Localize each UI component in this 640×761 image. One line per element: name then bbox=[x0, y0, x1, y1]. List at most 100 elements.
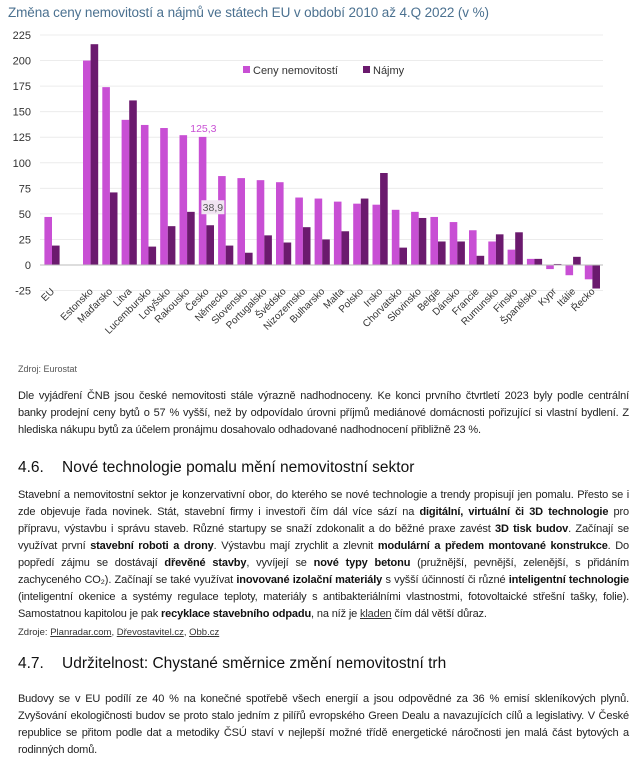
section-number: 4.7. bbox=[18, 655, 44, 672]
bar-prices bbox=[44, 216, 52, 265]
text-segment: . Výstavbu mají zrychlit a zlevnit bbox=[213, 540, 378, 552]
bold-text: nové typy betonu bbox=[313, 557, 411, 569]
bar-rents bbox=[592, 265, 600, 289]
section-heading-4-6: 4.6. Nové technologie pomalu mění nemovit… bbox=[18, 459, 414, 477]
text-segment: , na níž je bbox=[311, 608, 360, 620]
sources: Zdroje: Planradar.com, Dřevostavitel.cz,… bbox=[18, 627, 220, 638]
text-segment: čím dál větší důraz. bbox=[391, 608, 487, 620]
y-tick-label: 125 bbox=[13, 132, 31, 144]
paragraph-technologies: Stavební a nemovitostní sektor je konzer… bbox=[18, 487, 629, 623]
y-tick-label: 50 bbox=[19, 209, 31, 221]
bold-text: 3D tisk budov bbox=[495, 523, 569, 535]
bar-prices bbox=[160, 128, 168, 265]
y-tick-label: 75 bbox=[19, 183, 31, 195]
bar-rents bbox=[573, 256, 581, 265]
y-tick-label: 200 bbox=[13, 56, 31, 68]
bold-text: modulární a předem montované konstrukce bbox=[377, 540, 608, 552]
legend-label: Nájmy bbox=[373, 65, 405, 77]
bar-rents bbox=[457, 241, 465, 265]
text-segment: Stavební a nemovitostní sektor je konzer… bbox=[18, 489, 629, 518]
bar-rents bbox=[553, 263, 562, 265]
bar-prices bbox=[179, 135, 188, 265]
source-link-planradar[interactable]: Planradar.com bbox=[50, 627, 112, 638]
bar-prices bbox=[276, 182, 284, 265]
y-tick-label: 150 bbox=[13, 107, 31, 119]
text-segment: pro přípravu, výstavbu i správu staveb. … bbox=[18, 506, 629, 535]
x-tick-label: Kypr bbox=[537, 286, 560, 309]
section-number: 4.6. bbox=[18, 459, 44, 476]
sources-label: Zdroje: bbox=[18, 627, 51, 638]
bar-prices bbox=[526, 258, 535, 265]
legend-label: Ceny nemovitostí bbox=[253, 65, 338, 77]
bar-prices bbox=[372, 204, 381, 265]
bar-rents bbox=[515, 232, 523, 265]
y-tick-label: 0 bbox=[25, 260, 31, 272]
bar-prices bbox=[353, 203, 361, 265]
bar-prices bbox=[507, 249, 516, 265]
legend-swatch bbox=[363, 66, 370, 73]
bar-rents bbox=[52, 245, 60, 265]
bar-rents bbox=[360, 198, 369, 265]
chart-title: Změna ceny nemovitostí a nájmů ve státec… bbox=[8, 5, 489, 20]
bar-prices bbox=[469, 230, 477, 265]
bar-rents bbox=[302, 227, 311, 265]
data-label-background bbox=[201, 200, 225, 215]
text-segment: s vyšší účinností či různé bbox=[382, 574, 509, 586]
bar-prices bbox=[411, 211, 419, 265]
bar-prices bbox=[565, 265, 574, 276]
text-segment: , vyvíjejí se bbox=[246, 557, 314, 569]
paragraph-sustainability: Budovy se v EU podílí ze 40 % na konečné… bbox=[18, 691, 629, 759]
chart-source: Zdroj: Eurostat bbox=[18, 364, 78, 374]
bold-text: inovované izolační materiály bbox=[236, 574, 383, 586]
bar-prices bbox=[121, 119, 130, 265]
section-title: Udržitelnost: Chystané směrnice změní ne… bbox=[62, 655, 447, 672]
bar-prices bbox=[488, 241, 496, 265]
bar-prices bbox=[391, 209, 400, 265]
bar-rents bbox=[129, 100, 137, 265]
bold-text: recyklace stavebního odpadu bbox=[161, 608, 312, 620]
bold-text: inteligentní technologie bbox=[508, 574, 629, 586]
bar-rents bbox=[90, 44, 99, 266]
bar-prices bbox=[256, 180, 265, 265]
source-link-drevostavitel[interactable]: Dřevostavitel.cz bbox=[116, 627, 184, 638]
bold-text: stavební roboti a drony bbox=[90, 540, 214, 552]
bar-prices bbox=[140, 124, 149, 265]
bar-prices bbox=[546, 265, 554, 270]
y-tick-label: 175 bbox=[13, 81, 31, 93]
source-link-obb[interactable]: Obb.cz bbox=[189, 627, 220, 638]
bar-rents bbox=[418, 217, 427, 265]
bar-prices bbox=[218, 176, 226, 265]
bar-prices bbox=[83, 60, 91, 265]
bar-prices bbox=[237, 178, 245, 265]
bar-prices bbox=[584, 265, 593, 280]
data-label: 125,3 bbox=[190, 123, 216, 135]
bar-rents bbox=[225, 245, 234, 265]
bar-rents bbox=[380, 173, 388, 265]
paragraph-cnb: Dle vyjádření ČNB jsou české nemovitosti… bbox=[18, 388, 629, 439]
bar-rents bbox=[495, 234, 504, 265]
inline-link[interactable]: kladen bbox=[360, 608, 392, 620]
bar-rents bbox=[167, 226, 176, 265]
bar-rents bbox=[148, 246, 157, 265]
bar-rents bbox=[438, 241, 446, 265]
text-segment: (inteligentní okenice a systémy regulace… bbox=[18, 591, 629, 620]
bar-prices bbox=[449, 222, 458, 265]
bar-prices bbox=[333, 201, 342, 265]
bar-rents bbox=[109, 192, 118, 265]
bar-prices bbox=[430, 216, 438, 265]
bold-text: dřevěné stavby bbox=[164, 557, 247, 569]
bar-rents bbox=[187, 211, 195, 265]
bar-rents bbox=[534, 258, 543, 265]
data-label: 38,9 bbox=[203, 202, 224, 214]
bar-rents bbox=[399, 247, 407, 265]
x-tick-label: EU bbox=[40, 286, 58, 304]
section-heading-4-7: 4.7. Udržitelnost: Chystané směrnice změn… bbox=[18, 655, 446, 673]
y-tick-label: 25 bbox=[19, 234, 31, 246]
bar-rents bbox=[206, 225, 214, 265]
bar-rents bbox=[476, 255, 485, 265]
y-tick-label: -25 bbox=[15, 286, 31, 298]
bar-rents bbox=[283, 242, 292, 265]
text-segment: Dle vyjádření ČNB jsou české nemovitosti… bbox=[18, 390, 629, 436]
bar-rents bbox=[245, 252, 253, 265]
